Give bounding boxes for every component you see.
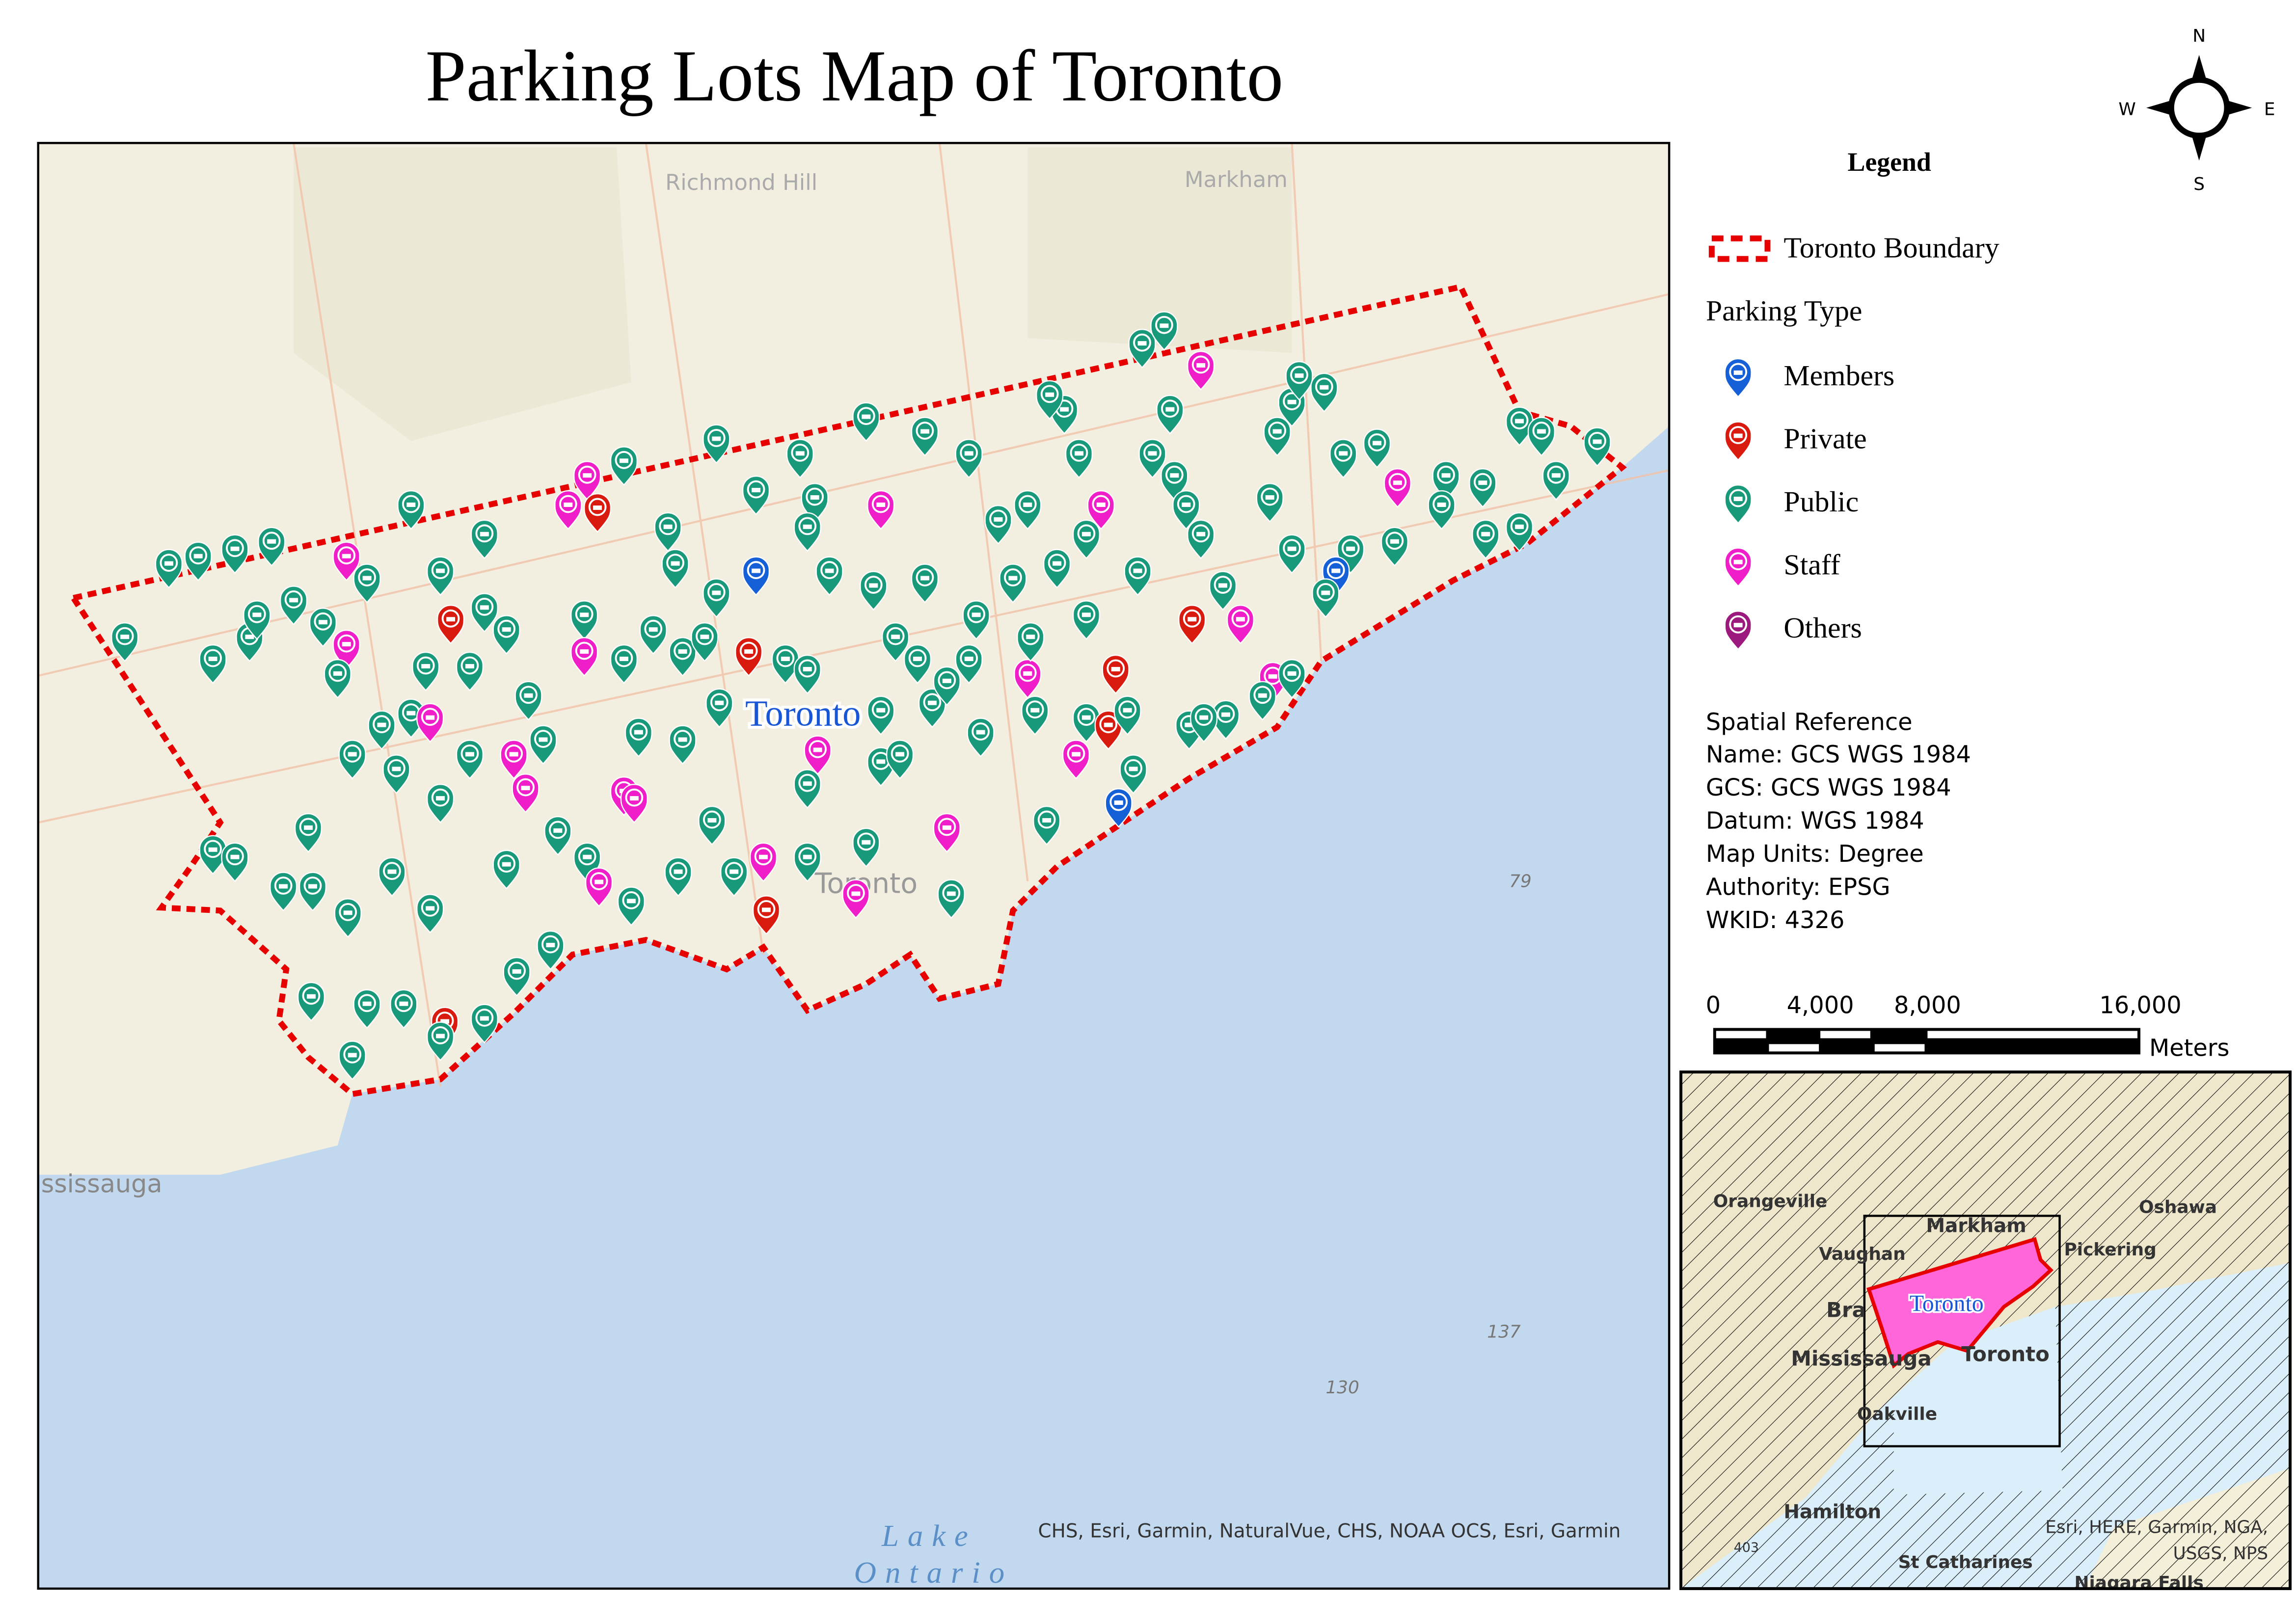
svg-text:Toronto Boundary: Toronto Boundary bbox=[1783, 232, 1999, 264]
svg-text:Markham: Markham bbox=[1185, 166, 1288, 192]
svg-text:Esri, HERE, Garmin, NGA,: Esri, HERE, Garmin, NGA, bbox=[2045, 1517, 2268, 1537]
svg-text:St Catharines: St Catharines bbox=[1898, 1552, 2033, 1572]
parking-others-icon bbox=[1724, 610, 1753, 651]
svg-text:Parking Type: Parking Type bbox=[1706, 294, 1863, 327]
north-arrow-icon: N S W E bbox=[2118, 26, 2275, 194]
svg-text:79: 79 bbox=[1509, 872, 1532, 892]
spatial-reference-line: GCS: GCS WGS 1984 bbox=[1706, 774, 1951, 801]
boundary-legend-swatch bbox=[1708, 235, 1771, 262]
svg-text:Oshawa: Oshawa bbox=[2139, 1197, 2217, 1217]
svg-text:16,000: 16,000 bbox=[2099, 992, 2181, 1019]
svg-text:Vaughan: Vaughan bbox=[1819, 1244, 1906, 1264]
svg-text:Bra: Bra bbox=[1826, 1298, 1866, 1322]
svg-text:Toronto: Toronto bbox=[1910, 1291, 1984, 1317]
svg-text:Legend: Legend bbox=[1847, 147, 1931, 177]
toronto-label: Toronto bbox=[745, 693, 861, 734]
svg-text:8,000: 8,000 bbox=[1894, 992, 1961, 1019]
legend-label: Public bbox=[1783, 485, 1859, 518]
scale-bar: 0 4,000 8,000 16,000 Meters bbox=[1706, 992, 2230, 1062]
inset-map: Toronto Orangeville Markham Vaughan Pick… bbox=[1681, 1072, 2291, 1593]
svg-text:Richmond Hill: Richmond Hill bbox=[665, 169, 817, 195]
svg-text:403: 403 bbox=[1734, 1540, 1759, 1555]
svg-text:E: E bbox=[2264, 100, 2275, 120]
svg-text:Hamilton: Hamilton bbox=[1783, 1501, 1881, 1523]
svg-text:Mississauga: Mississauga bbox=[1791, 1346, 1931, 1370]
parking-members-icon bbox=[1724, 358, 1753, 398]
svg-text:USGS, NPS: USGS, NPS bbox=[2173, 1543, 2269, 1564]
svg-text:Spatial Reference: Spatial Reference bbox=[1706, 709, 1913, 736]
legend-label: Staff bbox=[1783, 549, 1840, 581]
svg-text:Ontario: Ontario bbox=[854, 1555, 1013, 1590]
svg-text:4,000: 4,000 bbox=[1787, 992, 1854, 1019]
svg-text:S: S bbox=[2193, 174, 2205, 194]
svg-text:Markham: Markham bbox=[1926, 1215, 2026, 1237]
spatial-reference-line: Datum: WGS 1984 bbox=[1706, 807, 1924, 834]
svg-text:Meters: Meters bbox=[2149, 1035, 2229, 1062]
svg-text:Lake: Lake bbox=[881, 1518, 977, 1553]
parking-private-icon bbox=[1724, 421, 1753, 461]
svg-text:Oakville: Oakville bbox=[1857, 1404, 1937, 1424]
toronto-boundary bbox=[68, 283, 1627, 1097]
svg-text:N: N bbox=[2192, 26, 2206, 46]
legend-label: Private bbox=[1783, 422, 1866, 454]
spatial-reference-line: WKID: 4326 bbox=[1706, 907, 1845, 934]
svg-text:130: 130 bbox=[1325, 1378, 1359, 1398]
map-title: Parking Lots Map of Toronto bbox=[426, 36, 1284, 117]
spatial-reference-line: Map Units: Degree bbox=[1706, 841, 1924, 868]
svg-text:Orangeville: Orangeville bbox=[1713, 1191, 1828, 1211]
svg-text:Toronto: Toronto bbox=[1961, 1342, 2050, 1366]
spatial-reference-line: Authority: EPSG bbox=[1706, 874, 1891, 901]
svg-text:ssissauga: ssissauga bbox=[41, 1170, 162, 1198]
svg-text:Niagara Falls: Niagara Falls bbox=[2074, 1573, 2203, 1593]
legend-label: Others bbox=[1783, 612, 1862, 644]
attribution: CHS, Esri, Garmin, NaturalVue, CHS, NOAA… bbox=[1038, 1520, 1621, 1542]
main-map[interactable]: Richmond Hill Markham Toronto ssissauga … bbox=[38, 143, 1670, 1590]
svg-text:Pickering: Pickering bbox=[2064, 1240, 2157, 1260]
parking-staff-icon bbox=[1724, 547, 1753, 587]
svg-text:0: 0 bbox=[1706, 992, 1721, 1019]
legend-label: Members bbox=[1783, 359, 1894, 392]
svg-text:137: 137 bbox=[1487, 1322, 1521, 1342]
spatial-reference-line: Name: GCS WGS 1984 bbox=[1706, 741, 1971, 768]
parking-public-icon bbox=[1724, 484, 1753, 524]
svg-text:W: W bbox=[2118, 100, 2135, 120]
legend: Legend Toronto Boundary Parking Type Mem… bbox=[1706, 147, 1999, 934]
